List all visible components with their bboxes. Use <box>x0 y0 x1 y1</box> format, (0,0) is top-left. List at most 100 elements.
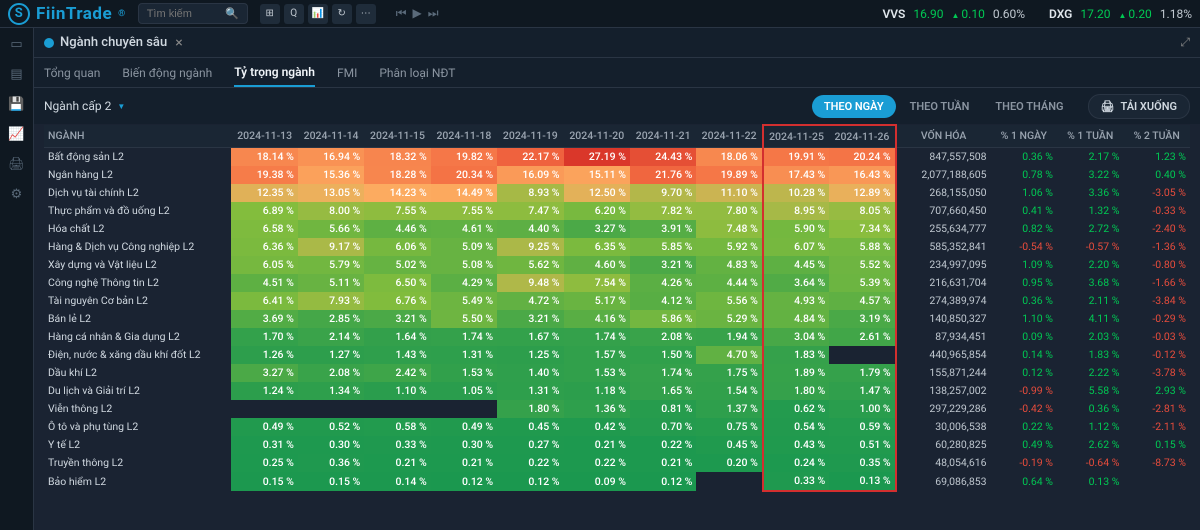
heat-cell: 21.76 % <box>630 166 696 184</box>
heat-cell: 20.34 % <box>431 166 497 184</box>
play-icon[interactable]: ▶ <box>413 6 422 21</box>
table-header: 2024-11-13 <box>231 125 297 147</box>
heat-cell: 1.53 % <box>564 364 630 382</box>
num-cell: 155,871,244 <box>896 364 991 382</box>
heat-cell: 24.43 % <box>630 147 696 166</box>
search-input[interactable] <box>147 8 219 20</box>
heat-cell: 3.21 % <box>630 256 696 274</box>
num-cell: 2.03 % <box>1057 328 1123 346</box>
heat-cell: 5.09 % <box>431 238 497 256</box>
sub-tab[interactable]: FMI <box>337 60 357 86</box>
heat-cell: 0.49 % <box>231 418 297 436</box>
grid-icon[interactable]: ⊞ <box>260 4 280 24</box>
heatmap-table: NGÀNH2024-11-132024-11-142024-11-152024-… <box>44 124 1190 492</box>
num-cell: 4.11 % <box>1057 310 1123 328</box>
heat-cell: 0.20 % <box>696 454 762 472</box>
ticker-pct: 0.60% <box>993 7 1025 21</box>
next-icon[interactable]: ⏭ <box>428 6 439 21</box>
heat-cell: 19.89 % <box>696 166 762 184</box>
heat-cell: 0.22 % <box>497 454 563 472</box>
sub-tab[interactable]: Tổng quan <box>44 60 100 86</box>
chart-icon[interactable]: 📈 <box>7 124 27 144</box>
heat-cell: 0.22 % <box>564 454 630 472</box>
heat-cell: 5.66 % <box>298 220 364 238</box>
heat-cell: 9.25 % <box>497 238 563 256</box>
heat-cell: 16.94 % <box>298 147 364 166</box>
heat-cell: 1.36 % <box>564 400 630 418</box>
heat-cell: 4.12 % <box>630 292 696 310</box>
close-icon[interactable]: × <box>175 35 182 51</box>
num-cell: 60,280,825 <box>896 436 991 454</box>
heat-cell: 0.12 % <box>630 472 696 491</box>
table-header: 2024-11-20 <box>564 125 630 147</box>
heat-cell: 14.49 % <box>431 184 497 202</box>
ticker-change: 0.10 <box>952 7 985 21</box>
heat-cell: 9.17 % <box>298 238 364 256</box>
heat-cell: 27.19 % <box>564 147 630 166</box>
more-icon[interactable]: ⋯ <box>356 4 376 24</box>
heat-cell: 3.19 % <box>829 310 895 328</box>
heat-cell: 0.24 % <box>763 454 829 472</box>
download-button[interactable]: 🖨 TẢI XUỐNG <box>1088 94 1191 119</box>
dashboard-icon[interactable]: 📊 <box>308 4 328 24</box>
layers-icon[interactable]: ▤ <box>7 64 27 84</box>
panel-icon[interactable]: ▭ <box>7 34 27 54</box>
level-dropdown[interactable]: Ngành cấp 2 ▼ <box>44 99 125 113</box>
table-header: 2024-11-22 <box>696 125 762 147</box>
refresh-icon[interactable]: ↻ <box>332 4 352 24</box>
num-cell: 5.58 % <box>1057 382 1123 400</box>
num-cell: 0.13 % <box>1057 472 1123 491</box>
search-box[interactable]: 🔍 <box>138 3 248 24</box>
heat-cell: 15.11 % <box>564 166 630 184</box>
heat-cell: 5.85 % <box>630 238 696 256</box>
heat-cell: 0.21 % <box>564 436 630 454</box>
search2-icon[interactable]: Q <box>284 4 304 24</box>
prev-icon[interactable]: ⏮ <box>396 6 407 21</box>
heat-cell: 1.74 % <box>431 328 497 346</box>
heat-cell: 1.31 % <box>497 382 563 400</box>
save-icon[interactable]: 💾 <box>7 94 27 114</box>
sub-tab[interactable]: Biến động ngành <box>122 60 212 86</box>
heat-cell: 0.09 % <box>564 472 630 491</box>
heat-cell: 5.39 % <box>829 274 895 292</box>
sub-tab[interactable]: Phân loại NĐT <box>379 60 455 86</box>
table-row: Dịch vụ tài chính L212.35 %13.05 %14.23 … <box>44 184 1190 202</box>
heat-cell: 5.56 % <box>696 292 762 310</box>
heat-cell: 5.17 % <box>564 292 630 310</box>
heat-cell: 16.09 % <box>497 166 563 184</box>
search-icon[interactable]: 🔍 <box>225 7 239 20</box>
time-toggle[interactable]: THEO THÁNG <box>983 95 1075 118</box>
num-cell: 0.95 % <box>991 274 1057 292</box>
heat-cell: 6.41 % <box>231 292 297 310</box>
table-header: 2024-11-18 <box>431 125 497 147</box>
settings-icon[interactable]: ⚙ <box>7 184 27 204</box>
sub-tab[interactable]: Tỷ trọng ngành <box>234 59 315 87</box>
ticker-symbol: DXG <box>1049 7 1072 21</box>
num-cell: -0.03 % <box>1123 328 1190 346</box>
heat-cell: 17.43 % <box>763 166 829 184</box>
expand-icon[interactable]: ⤢ <box>1180 35 1190 50</box>
num-cell: -0.54 % <box>991 238 1057 256</box>
num-cell: -0.57 % <box>1057 238 1123 256</box>
logo-icon: S <box>8 3 30 25</box>
time-toggle[interactable]: THEO NGÀY <box>812 95 896 118</box>
print-icon[interactable]: 🖨 <box>7 154 27 174</box>
num-cell: 1.83 % <box>1057 346 1123 364</box>
heat-cell: 3.91 % <box>630 220 696 238</box>
heat-cell: 0.15 % <box>298 472 364 491</box>
heat-cell: 4.83 % <box>696 256 762 274</box>
num-cell: -3.84 % <box>1123 292 1190 310</box>
time-toggle[interactable]: THEO TUẦN <box>898 95 982 118</box>
heat-cell: 1.67 % <box>497 328 563 346</box>
heat-cell: 0.49 % <box>431 418 497 436</box>
heat-cell: 1.26 % <box>231 346 297 364</box>
heat-cell: 4.93 % <box>763 292 829 310</box>
table-row: Xây dựng và Vật liệu L26.05 %5.79 %5.02 … <box>44 256 1190 274</box>
media-controls: ⏮ ▶ ⏭ <box>396 6 439 21</box>
table-row: Điện, nước & xăng dầu khí đốt L21.26 %1.… <box>44 346 1190 364</box>
ticker-item: VVS 16.90 0.10 0.60% <box>882 7 1025 21</box>
table-row: Bất động sản L218.14 %16.94 %18.32 %19.8… <box>44 147 1190 166</box>
heat-cell: 12.89 % <box>829 184 895 202</box>
heat-cell <box>696 472 762 491</box>
heat-cell: 5.62 % <box>497 256 563 274</box>
